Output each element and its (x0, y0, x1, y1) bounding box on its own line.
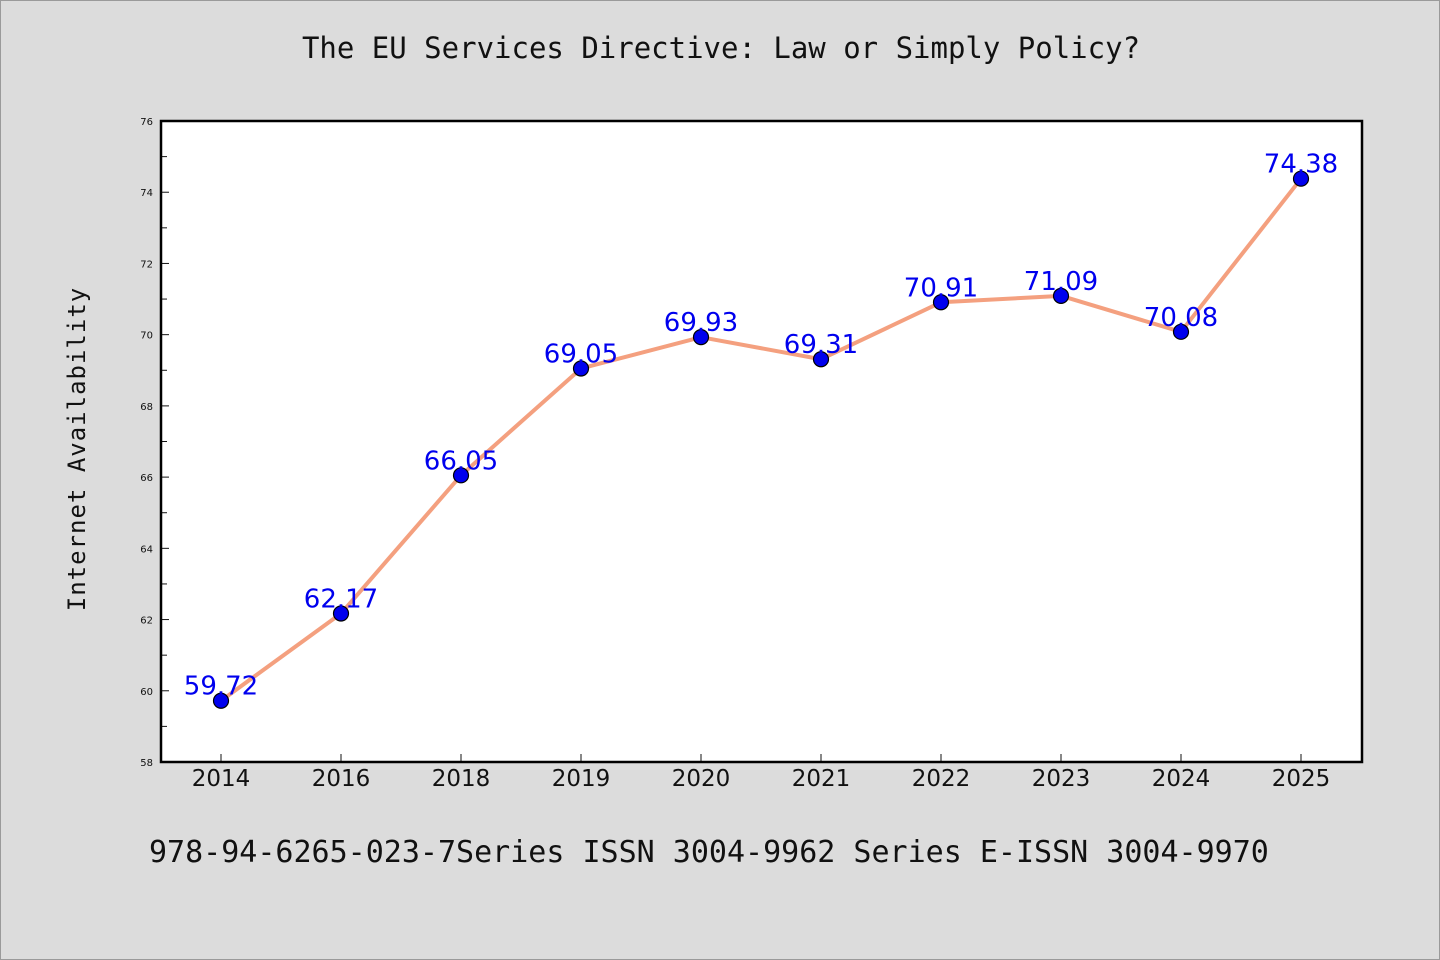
y-tick-label: 72 (140, 259, 153, 270)
y-tick-label: 58 (140, 758, 153, 769)
data-label: 70.91 (904, 273, 978, 303)
data-label: 70.08 (1144, 303, 1218, 333)
y-tick-label: 64 (140, 544, 153, 555)
x-tick-label: 2025 (1272, 766, 1331, 792)
footer-isbn-text: 978-94-6265-023-7Series ISSN 3004-9962 S… (149, 835, 1269, 870)
data-label: 69.05 (544, 339, 618, 369)
plot-frame (159, 119, 1364, 764)
data-label: 59.72 (184, 672, 258, 702)
data-label: 74.38 (1264, 150, 1338, 180)
data-point (812, 351, 830, 368)
y-tick-label: 70 (140, 331, 153, 342)
y-tick-label: 76 (140, 117, 153, 128)
x-tick-label: 2018 (432, 766, 491, 792)
data-point (332, 605, 350, 622)
data-label: 69.93 (664, 308, 738, 338)
data-point (1052, 287, 1070, 304)
y-tick-label: 68 (140, 402, 153, 413)
data-label: 71.09 (1024, 267, 1098, 297)
plot-area (161, 121, 1362, 762)
series-line (219, 176, 1303, 703)
data-point (212, 692, 230, 709)
x-tick-label: 2019 (552, 766, 611, 792)
data-label: 62.17 (304, 585, 378, 615)
x-tick-label: 2022 (912, 766, 971, 792)
data-point (932, 294, 950, 311)
y-tick-label: 66 (140, 473, 153, 484)
x-tick-label: 2023 (1032, 766, 1091, 792)
x-tick-label: 2020 (672, 766, 731, 792)
data-point (572, 360, 590, 377)
x-tick-label: 2024 (1152, 766, 1211, 792)
x-tick-label: 2014 (192, 766, 251, 792)
data-point (692, 329, 710, 346)
y-tick-label: 60 (140, 687, 153, 698)
x-tick-label: 2016 (312, 766, 371, 792)
y-tick-label: 62 (140, 616, 153, 627)
x-tick-label: 2021 (792, 766, 851, 792)
data-label: 69.31 (784, 330, 858, 360)
y-tick-label: 74 (140, 188, 153, 199)
data-point (1172, 323, 1190, 340)
chart-title: The EU Services Directive: Law or Simply… (301, 31, 1141, 65)
data-point (1292, 170, 1310, 187)
data-label: 66.05 (424, 446, 498, 476)
data-point (452, 467, 470, 484)
